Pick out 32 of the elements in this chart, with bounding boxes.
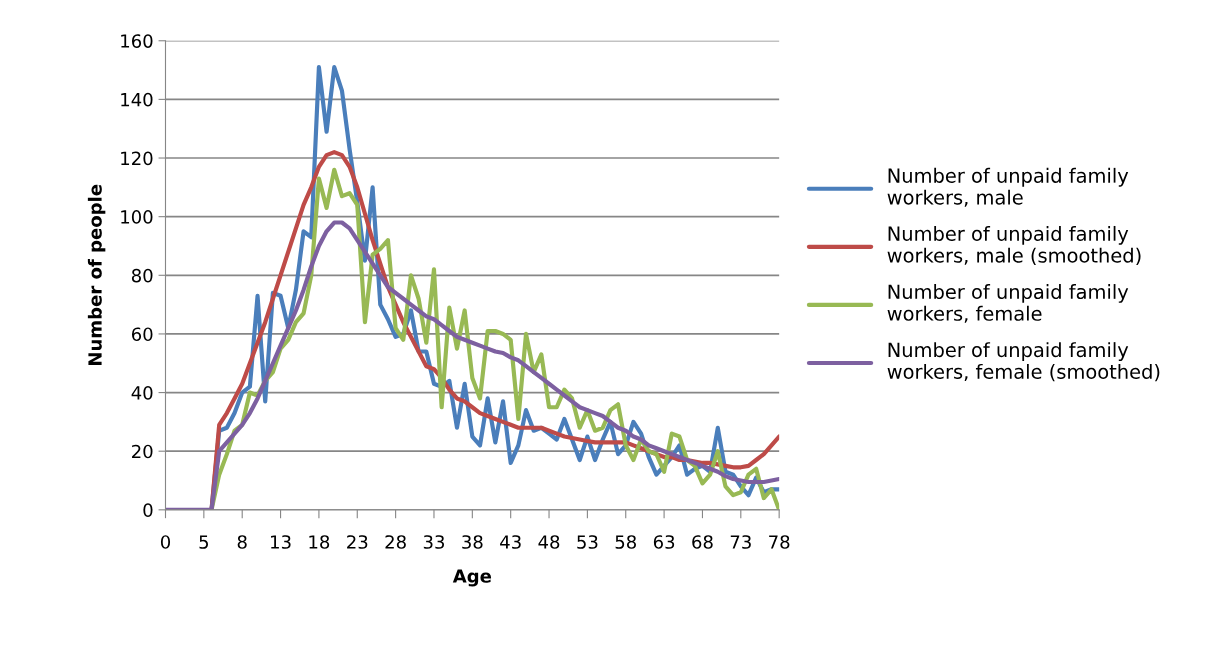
x-tick-label: 78 (769, 535, 790, 549)
x-tick-label: 23 (347, 535, 368, 549)
legend-label: Number of unpaid family workers, male (887, 167, 1129, 207)
x-tick-label: 43 (500, 535, 521, 549)
x-tick-label: 13 (271, 535, 291, 549)
x-tick-label: 38 (462, 535, 483, 549)
y-tick-label: 120 (121, 151, 153, 166)
x-tick-label: 53 (577, 535, 598, 549)
x-tick-label: 33 (423, 535, 445, 549)
y-tick-label: 160 (121, 34, 153, 48)
x-tick-label: 63 (653, 535, 675, 549)
x-tick-label: 28 (385, 535, 406, 549)
legend-label: Number of unpaid family workers, female (887, 284, 1129, 323)
x-axis-title: Age (452, 569, 492, 587)
legend-label: Number of unpaid family workers, male (smoothed) (887, 225, 1141, 266)
x-tick-label: 48 (538, 535, 560, 549)
legend-label: Number of unpaid family workers, female (smoothed) (887, 342, 1160, 382)
x-tick-label: 8 (237, 535, 247, 549)
y-tick-label: 40 (131, 386, 153, 400)
x-tick-label: 68 (692, 535, 713, 549)
x-tick-label: 5 (199, 535, 209, 549)
y-tick-label: 60 (131, 327, 153, 342)
x-tick-label: 0 (160, 535, 171, 549)
x-tick-label: 73 (730, 535, 751, 549)
x-tick-label: 58 (615, 535, 636, 549)
x-tick-label: 18 (309, 535, 330, 549)
y-tick-label: 80 (131, 268, 153, 283)
y-axis-title: Number of people (87, 184, 106, 365)
y-tick-label: 100 (121, 210, 153, 224)
y-tick-label: 140 (121, 92, 153, 107)
y-tick-label: 20 (132, 444, 153, 459)
y-tick-label: 0 (143, 503, 153, 517)
